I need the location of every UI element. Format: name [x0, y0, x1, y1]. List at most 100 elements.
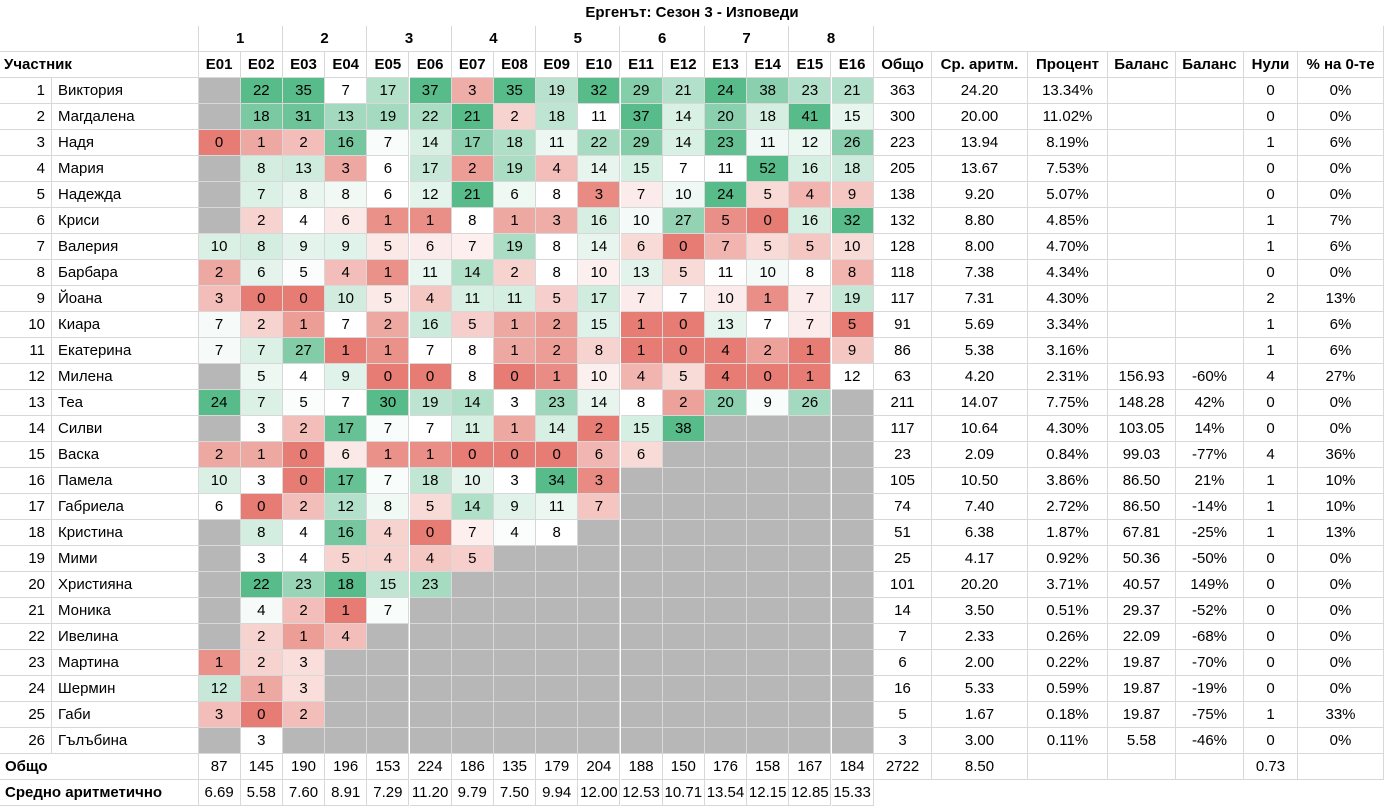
zeros-percent-cell[interactable]: 0%: [1298, 390, 1384, 416]
episode-cell[interactable]: 4: [704, 364, 748, 390]
episode-cell-empty[interactable]: [367, 650, 410, 676]
balance-cell[interactable]: [1108, 234, 1176, 260]
episode-cell[interactable]: 7: [367, 598, 410, 624]
total-row-label[interactable]: Общо: [0, 754, 199, 780]
episode-cell[interactable]: 4: [367, 520, 410, 546]
episode-cell-empty[interactable]: [451, 728, 494, 754]
episode-cell[interactable]: 10: [325, 286, 368, 312]
episode-cell-empty[interactable]: [578, 598, 621, 624]
average-cell[interactable]: 3.50: [932, 598, 1028, 624]
balance-percent-cell[interactable]: -19%: [1176, 676, 1244, 702]
episode-cell[interactable]: 1: [409, 442, 452, 468]
column-header[interactable]: E14: [747, 52, 790, 78]
percent-cell[interactable]: 4.70%: [1028, 234, 1108, 260]
total-row-cell[interactable]: 224: [409, 754, 452, 780]
episode-cell[interactable]: 11: [704, 156, 748, 182]
episode-cell[interactable]: 8: [578, 338, 621, 364]
episode-cell-empty[interactable]: [367, 676, 410, 702]
episode-cell-empty[interactable]: [831, 468, 874, 494]
episode-cell-empty[interactable]: [620, 494, 663, 520]
episode-cell[interactable]: 5: [367, 286, 410, 312]
balance-percent-cell[interactable]: -70%: [1176, 650, 1244, 676]
empty-cell[interactable]: [1028, 754, 1108, 780]
episode-cell[interactable]: 4: [409, 286, 452, 312]
total-row-cell[interactable]: 176: [704, 754, 748, 780]
average-cell[interactable]: 1.67: [932, 702, 1028, 728]
zeros-percent-cell[interactable]: 27%: [1298, 364, 1384, 390]
average-cell[interactable]: 9.20: [932, 182, 1028, 208]
episode-cell[interactable]: 0: [493, 442, 537, 468]
row-number[interactable]: 11: [0, 338, 52, 364]
balance-cell[interactable]: 103.05: [1108, 416, 1176, 442]
episode-cell-empty[interactable]: [747, 598, 790, 624]
balance-percent-cell[interactable]: [1176, 104, 1244, 130]
episode-cell-empty[interactable]: [536, 624, 579, 650]
episode-cell[interactable]: 14: [451, 260, 494, 286]
episode-cell[interactable]: 6: [409, 234, 452, 260]
episode-cell[interactable]: 4: [704, 338, 748, 364]
balance-percent-cell[interactable]: -68%: [1176, 624, 1244, 650]
episode-cell-empty[interactable]: [578, 676, 621, 702]
contestant-name[interactable]: Мария: [52, 156, 199, 182]
zeros-cell[interactable]: 1: [1244, 208, 1298, 234]
zeros-percent-cell[interactable]: 0%: [1298, 416, 1384, 442]
episode-cell-empty[interactable]: [789, 702, 832, 728]
episode-cell-empty[interactable]: [578, 728, 621, 754]
episode-cell[interactable]: 18: [240, 104, 283, 130]
episode-cell[interactable]: 5: [325, 546, 368, 572]
episode-cell-empty[interactable]: [662, 520, 705, 546]
episode-cell[interactable]: 14: [578, 234, 621, 260]
zeros-percent-cell[interactable]: 10%: [1298, 494, 1384, 520]
episode-cell[interactable]: 10: [662, 182, 705, 208]
episode-cell[interactable]: 18: [747, 104, 790, 130]
zeros-percent-cell[interactable]: 6%: [1298, 234, 1384, 260]
episode-cell-empty[interactable]: [831, 598, 874, 624]
episode-cell[interactable]: 0: [747, 208, 790, 234]
episode-cell[interactable]: 1: [282, 312, 326, 338]
percent-cell[interactable]: 0.18%: [1028, 702, 1108, 728]
episode-cell[interactable]: 14: [578, 156, 621, 182]
episode-cell-empty[interactable]: [578, 624, 621, 650]
episode-cell[interactable]: 15: [367, 572, 410, 598]
episode-cell-empty[interactable]: [789, 416, 832, 442]
episode-cell[interactable]: 5: [662, 260, 705, 286]
balance-cell[interactable]: 99.03: [1108, 442, 1176, 468]
episode-cell-empty[interactable]: [536, 598, 579, 624]
episode-cell[interactable]: 1: [493, 312, 537, 338]
episode-cell[interactable]: 5: [451, 546, 494, 572]
episode-cell-empty[interactable]: [831, 702, 874, 728]
contestant-name[interactable]: Криси: [52, 208, 199, 234]
episode-cell[interactable]: 21: [662, 78, 705, 104]
episode-cell[interactable]: 7: [578, 494, 621, 520]
episode-cell[interactable]: 17: [325, 468, 368, 494]
episode-cell[interactable]: 7: [747, 312, 790, 338]
average-cell[interactable]: 10.64: [932, 416, 1028, 442]
percent-cell[interactable]: 0.51%: [1028, 598, 1108, 624]
zeros-cell[interactable]: 0: [1244, 156, 1298, 182]
episode-cell[interactable]: 4: [620, 364, 663, 390]
total-cell[interactable]: 23: [874, 442, 932, 468]
contestant-name[interactable]: Барбара: [52, 260, 199, 286]
episode-cell[interactable]: 0: [747, 364, 790, 390]
row-number[interactable]: 19: [0, 546, 52, 572]
zeros-percent-cell[interactable]: 0%: [1298, 104, 1384, 130]
zeros-percent-cell[interactable]: 33%: [1298, 702, 1384, 728]
episode-cell[interactable]: 14: [451, 390, 494, 416]
row-number[interactable]: 2: [0, 104, 52, 130]
episode-cell-empty[interactable]: [704, 468, 748, 494]
column-header[interactable]: Процент: [1028, 52, 1108, 78]
episode-cell[interactable]: 3: [536, 208, 579, 234]
episode-cell[interactable]: 2: [282, 702, 326, 728]
balance-percent-cell[interactable]: 42%: [1176, 390, 1244, 416]
zeros-cell[interactable]: 0: [1244, 598, 1298, 624]
episode-cell[interactable]: 2: [747, 338, 790, 364]
episode-cell[interactable]: 38: [662, 416, 705, 442]
episode-cell[interactable]: 15: [620, 416, 663, 442]
zeros-percent-cell[interactable]: 0%: [1298, 572, 1384, 598]
zeros-percent-cell[interactable]: 0%: [1298, 624, 1384, 650]
episode-cell-empty[interactable]: [409, 624, 452, 650]
balance-cell[interactable]: [1108, 104, 1176, 130]
episode-cell[interactable]: 21: [451, 182, 494, 208]
episode-cell[interactable]: 22: [409, 104, 452, 130]
total-row-cell[interactable]: 188: [620, 754, 663, 780]
